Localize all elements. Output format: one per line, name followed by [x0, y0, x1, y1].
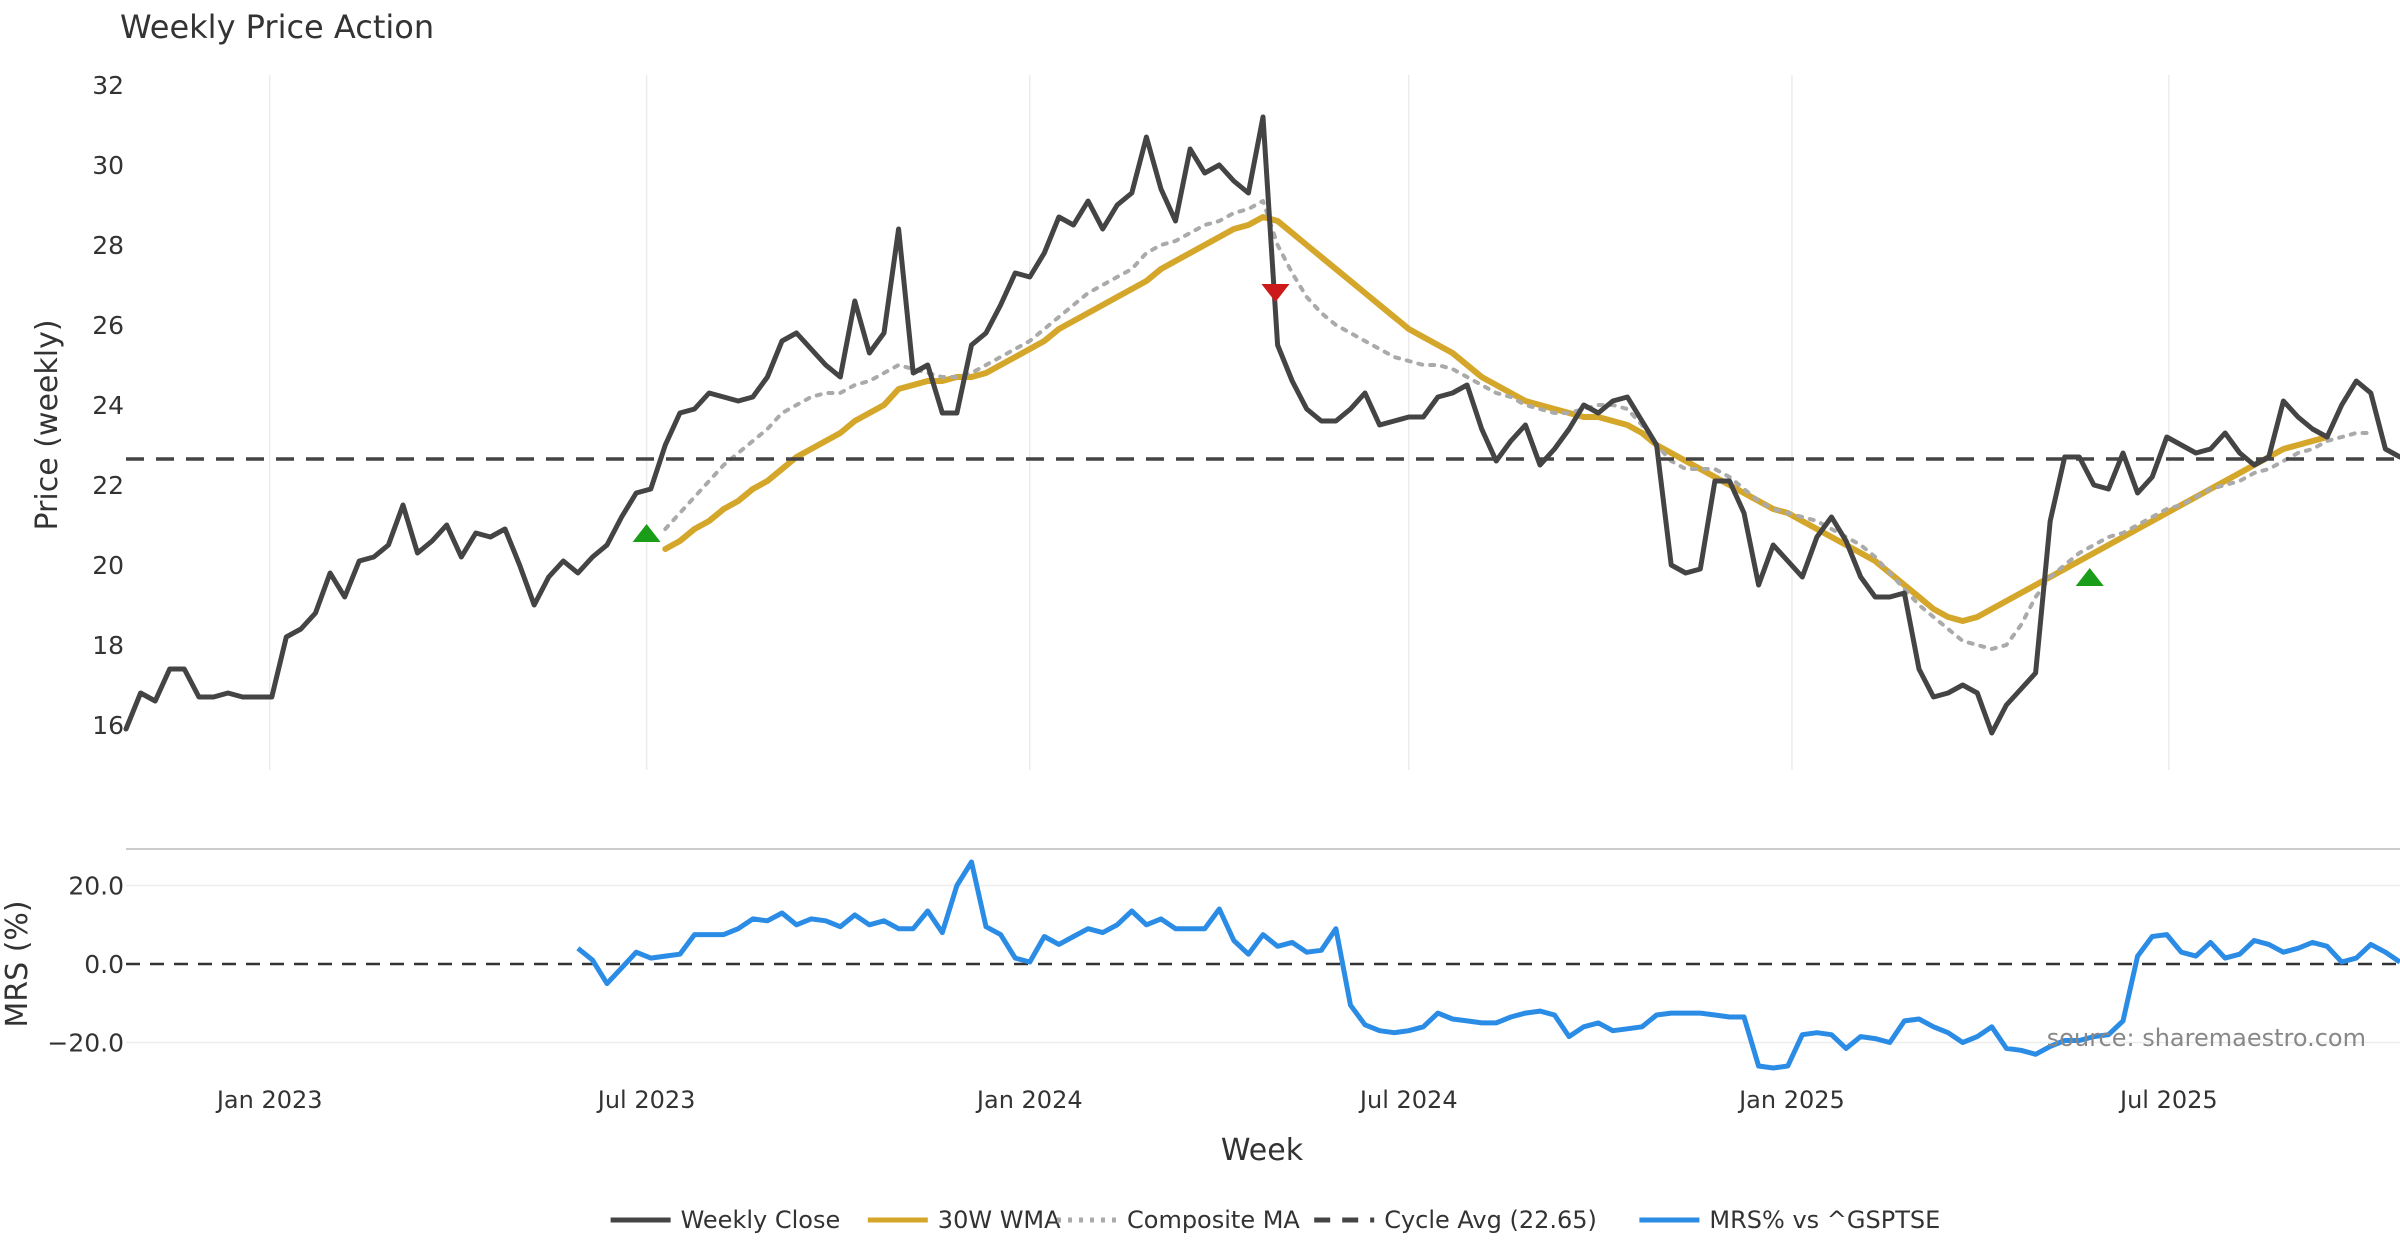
price-y-tick-label: 22	[92, 471, 124, 500]
price-y-tick-label: 26	[92, 311, 124, 340]
legend: Weekly Close 30W WMA Composite MA Cycle Avg…	[610, 1206, 1940, 1234]
buy-signal-marker	[632, 524, 661, 542]
mrs-y-tick-label: 20.0	[68, 872, 124, 901]
mrs-grid	[126, 884, 2400, 1044]
sell-signal-marker	[1261, 284, 1290, 302]
legend-item: MRS% vs ^GSPTSE	[1639, 1206, 1940, 1234]
legend-label: MRS% vs ^GSPTSE	[1709, 1206, 1940, 1234]
price-panel: 16 18 20 22 24 26 28 30 32 Price (weekly)	[30, 71, 2400, 770]
x-tick-label: Jan 2024	[975, 1086, 1083, 1114]
x-tick-label: Jan 2023	[215, 1086, 323, 1114]
mrs-y-tick-label: −20.0	[47, 1029, 124, 1058]
x-tick-label: Jan 2025	[1737, 1086, 1845, 1114]
legend-label: Cycle Avg (22.65)	[1384, 1206, 1597, 1234]
legend-label: Composite MA	[1127, 1206, 1300, 1234]
composite-ma-line	[663, 199, 2373, 651]
legend-item: Weekly Close	[610, 1206, 841, 1234]
x-tick-label: Jul 2024	[1358, 1086, 1458, 1114]
mrs-line	[576, 859, 2400, 1071]
legend-label: 30W WMA	[938, 1206, 1061, 1234]
price-series	[123, 114, 2400, 736]
price-y-ticks: 16 18 20 22 24 26 28 30 32	[92, 71, 124, 740]
x-tick-label: Jul 2025	[2118, 1086, 2218, 1114]
x-axis-label: Week	[1221, 1133, 1304, 1168]
price-y-axis-label: Price (weekly)	[30, 319, 65, 530]
source-annotation: source: sharemaestro.com	[2047, 1024, 2366, 1052]
price-y-tick-label: 20	[92, 551, 124, 580]
mrs-panel: 20.0 0.0 −20.0 MRS (%) source: sharemaestr…	[0, 859, 2400, 1071]
30w-wma-line	[662, 214, 2331, 624]
price-grid	[268, 75, 2170, 770]
legend-item: Composite MA	[1057, 1206, 1300, 1234]
legend-label: Weekly Close	[681, 1206, 841, 1234]
mrs-series	[576, 859, 2400, 1071]
x-tick-label: Jul 2023	[596, 1086, 696, 1114]
mrs-y-axis-label: MRS (%)	[0, 900, 35, 1027]
chart-title: Weekly Price Action	[120, 8, 434, 46]
x-axis-ticks: Jan 2023 Jul 2023 Jan 2024 Jul 2024 Jan 2025…	[215, 1086, 2218, 1114]
price-y-tick-label: 32	[92, 71, 124, 100]
price-y-tick-label: 18	[92, 631, 124, 660]
price-y-tick-label: 30	[92, 151, 124, 180]
mrs-y-ticks: 20.0 0.0 −20.0	[47, 872, 124, 1058]
price-y-tick-label: 16	[92, 711, 124, 740]
weekly-close-line	[123, 114, 2400, 736]
legend-item: 30W WMA	[867, 1206, 1061, 1234]
price-y-tick-label: 24	[92, 391, 124, 420]
buy-signal-marker	[2075, 568, 2104, 586]
price-y-tick-label: 28	[92, 231, 124, 260]
mrs-y-tick-label: 0.0	[84, 950, 124, 979]
signal-markers	[632, 284, 2104, 586]
legend-item: Cycle Avg (22.65)	[1314, 1206, 1597, 1234]
